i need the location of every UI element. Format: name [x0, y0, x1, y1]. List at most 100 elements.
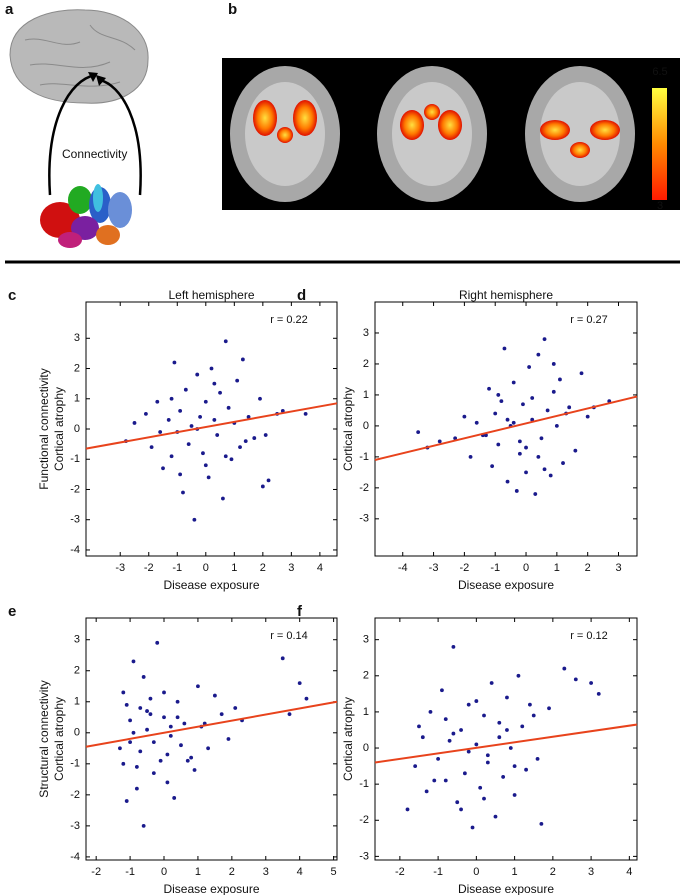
data-point	[138, 749, 143, 754]
connectivity-label: Connectivity	[62, 147, 127, 161]
data-point	[474, 420, 479, 425]
data-point	[179, 743, 183, 748]
data-point	[206, 746, 211, 751]
data-point	[158, 430, 163, 434]
data-point	[165, 752, 170, 757]
data-point	[482, 713, 486, 718]
data-point	[138, 706, 143, 710]
data-point	[148, 712, 153, 717]
data-point	[462, 414, 467, 419]
data-point	[243, 439, 248, 443]
data-point	[447, 738, 452, 743]
data-point	[459, 728, 463, 732]
panel-label: c	[8, 287, 16, 304]
x-tick-label: -1	[490, 562, 500, 574]
brain-illustration	[9, 9, 149, 248]
y-tick-label: -2	[359, 482, 369, 494]
annotation: r = 0.14	[270, 630, 308, 642]
data-point	[502, 346, 507, 351]
data-point	[432, 778, 437, 783]
panel-label: b	[228, 1, 237, 18]
data-point	[505, 479, 510, 484]
data-point	[474, 742, 479, 747]
data-point	[203, 399, 208, 404]
x-tick-label: -2	[459, 562, 469, 574]
data-point	[517, 451, 522, 456]
data-point	[436, 756, 441, 761]
data-point	[221, 496, 225, 501]
plot-frame	[85, 301, 338, 557]
data-point	[162, 715, 166, 720]
data-point	[554, 424, 559, 428]
data-point	[226, 737, 231, 741]
x-tick-label: 3	[615, 562, 621, 574]
y-tick-label: 2	[74, 362, 80, 374]
data-point	[155, 399, 160, 404]
y-tick-label: -1	[70, 758, 80, 770]
data-point	[218, 390, 222, 395]
data-point	[573, 677, 578, 682]
data-point	[161, 466, 165, 471]
y-tick-label: -1	[359, 778, 369, 790]
y-tick-label: -3	[70, 514, 80, 526]
data-point	[542, 337, 547, 342]
y-tick-label: 1	[74, 696, 80, 708]
data-point	[145, 727, 149, 732]
data-point	[168, 733, 173, 738]
y-tick-label: 1	[74, 393, 80, 405]
data-point	[539, 436, 544, 441]
y-tick-label: -2	[70, 789, 80, 801]
x-tick-label: 1	[554, 562, 560, 574]
y-tick-label: -4	[70, 851, 80, 863]
annotation: r = 0.22	[270, 314, 308, 326]
data-point	[562, 666, 567, 671]
y-tick-label: 0	[74, 727, 80, 739]
x-axis-label: Disease exposure	[163, 578, 259, 592]
data-point	[589, 681, 594, 685]
y-axis-label: Cortical atrophy	[341, 697, 355, 781]
data-point	[511, 380, 516, 385]
data-point	[585, 414, 590, 419]
data-point	[496, 393, 501, 397]
data-point	[497, 735, 502, 740]
data-point	[505, 417, 510, 422]
chart-title: Left hemisphere	[168, 288, 254, 302]
data-point	[189, 755, 194, 760]
data-point	[219, 712, 224, 717]
data-point	[223, 454, 228, 459]
data-point	[451, 731, 456, 736]
plot-frame	[374, 301, 638, 557]
data-point	[417, 724, 421, 729]
y-tick-label: 2	[363, 670, 369, 682]
data-point	[440, 688, 444, 693]
y-tick-label: 2	[363, 358, 369, 370]
data-point	[528, 702, 532, 707]
data-point	[121, 690, 126, 695]
chart-title: Right hemisphere	[459, 288, 553, 302]
data-point	[455, 800, 460, 805]
data-point	[548, 473, 553, 478]
data-point	[132, 421, 137, 425]
data-point	[530, 396, 535, 400]
x-tick-label: 0	[203, 562, 209, 574]
colorbar	[652, 88, 667, 200]
x-tick-label: 3	[588, 866, 594, 878]
y-axis-label: Cortical atrophy	[341, 387, 355, 471]
x-tick-label: 2	[550, 866, 556, 878]
data-point	[131, 659, 136, 664]
data-point	[215, 433, 220, 437]
data-point	[413, 764, 418, 768]
data-point	[524, 767, 528, 772]
y-tick-label: 1	[363, 706, 369, 718]
data-point	[470, 825, 475, 830]
data-point	[212, 381, 217, 386]
data-point	[535, 756, 540, 761]
x-tick-label: -2	[395, 866, 405, 878]
data-point	[141, 675, 146, 679]
data-point	[505, 728, 509, 732]
colorbar-tick-label: 6.5	[652, 66, 667, 78]
fit-line	[85, 700, 338, 748]
y-tick-label: -3	[359, 850, 369, 862]
data-point	[521, 402, 525, 407]
